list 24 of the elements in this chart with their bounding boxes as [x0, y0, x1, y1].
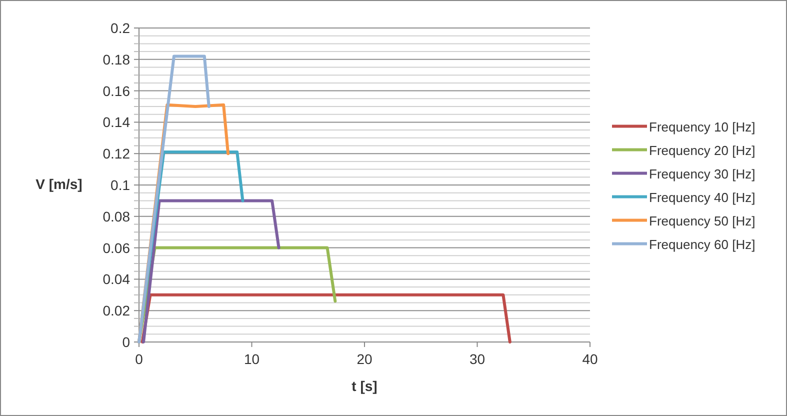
legend-label: Frequency 40 [Hz]	[649, 190, 756, 205]
legend-label: Frequency 30 [Hz]	[649, 166, 756, 182]
y-tick-label: 0.08	[102, 208, 130, 224]
y-tick-label: 0.12	[102, 146, 130, 162]
y-tick-label: 0.2	[110, 20, 130, 36]
y-tick-label: 0.06	[102, 240, 130, 256]
y-tick-label: 0.18	[102, 51, 130, 68]
y-tick-label: 0.14	[102, 114, 130, 130]
x-axis-title: t [s]	[352, 378, 378, 394]
x-tick-label: 20	[356, 351, 372, 367]
legend-label: Frequency 60 [Hz]	[649, 236, 756, 252]
x-tick-label: 30	[469, 351, 486, 367]
y-tick-label: 0.1	[110, 177, 130, 193]
x-tick-label: 0	[135, 351, 144, 367]
y-tick-label: 0.04	[102, 271, 130, 288]
legend-label: Frequency 50 [Hz]	[649, 213, 756, 228]
y-tick-label: 0.02	[102, 302, 130, 319]
x-tick-label: 10	[244, 351, 260, 367]
legend-label: Frequency 20 [Hz]	[649, 142, 756, 158]
y-tick-label: 0.16	[102, 82, 130, 99]
y-axis-title: V [m/s]	[36, 176, 82, 192]
legend-label: Frequency 10 [Hz]	[649, 119, 756, 134]
x-tick-label: 40	[582, 351, 598, 367]
y-tick-label: 0	[122, 334, 130, 350]
